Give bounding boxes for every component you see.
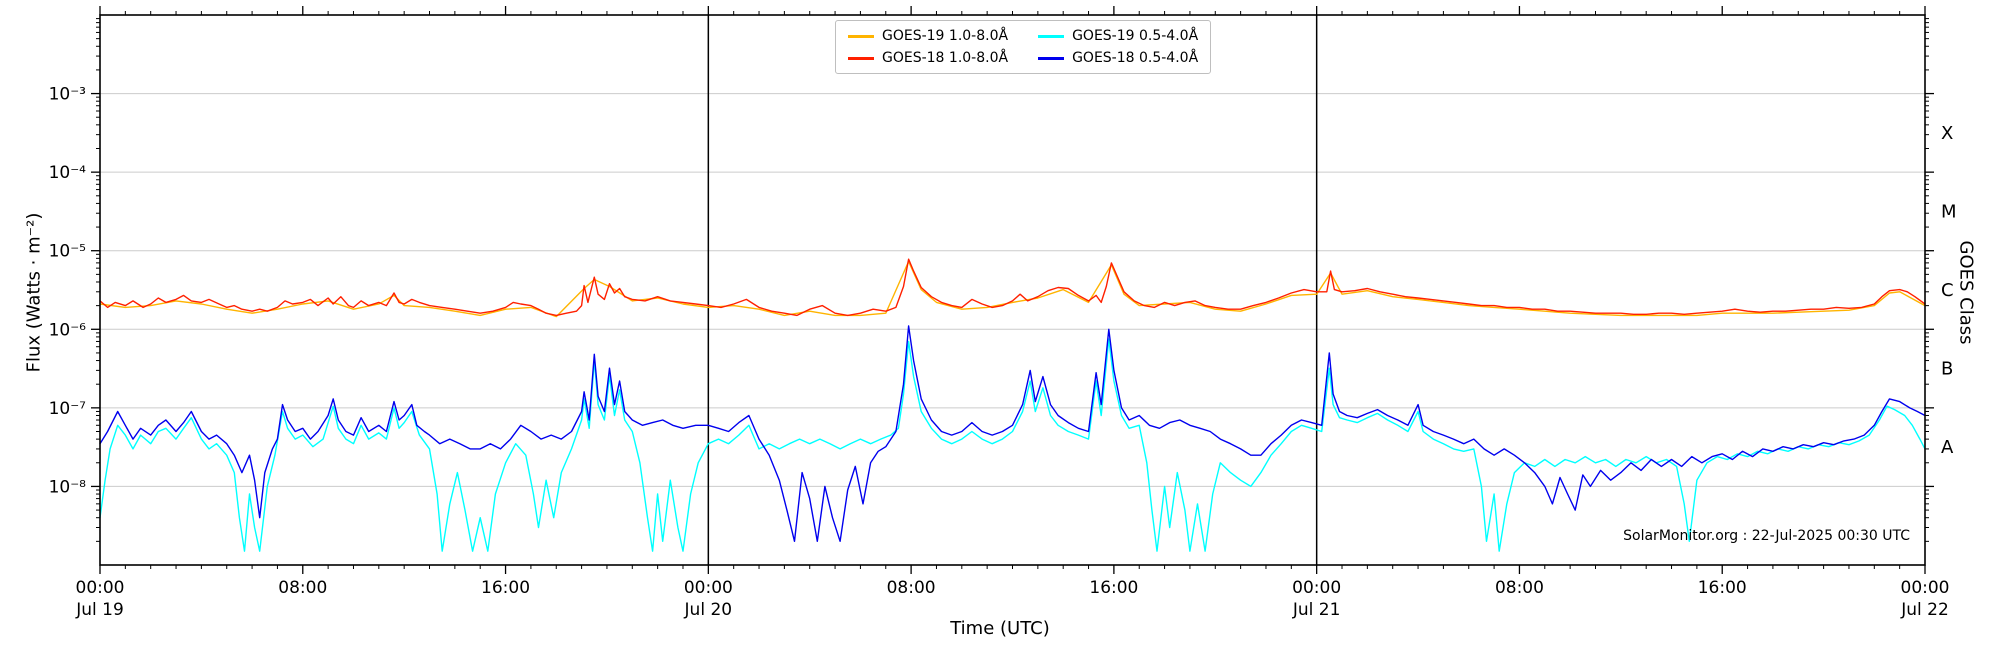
goes-class-letter: X [1941, 123, 1953, 144]
legend-label-goes19-short: GOES-19 0.5-4.0Å [1072, 28, 1199, 44]
legend-swatch-goes18-short-icon [1038, 56, 1065, 60]
x-tick-label: 08:00 [278, 578, 327, 598]
legend-swatch-goes19-short-icon [1038, 34, 1065, 38]
x-tick-label: 00:00 [684, 578, 733, 598]
y-tick-label: 10⁻⁶ [49, 320, 87, 340]
y-tick-label: 10⁻⁴ [49, 163, 87, 183]
goes-class-letter: M [1941, 201, 1957, 222]
solarmonitor-timestamp: SolarMonitor.org : 22-Jul-2025 00:30 UTC [1623, 528, 1910, 544]
legend: GOES-19 1.0-8.0Å GOES-18 1.0-8.0Å GOES-1… [835, 20, 1212, 74]
legend-label-goes19-long: GOES-19 1.0-8.0Å [882, 28, 1009, 44]
series-line-0 [99, 260, 1926, 318]
x-tick-label: 08:00 [1495, 578, 1544, 598]
x-day-label: Jul 21 [1292, 600, 1341, 620]
x-tick-label: 16:00 [1089, 578, 1138, 598]
legend-column-short-channel: GOES-19 0.5-4.0Å GOES-18 0.5-4.0Å [1038, 28, 1198, 66]
x-axis-label: Time (UTC) [950, 618, 1050, 639]
x-tick-label: 00:00 [1901, 578, 1950, 598]
goes-class-axis-label: GOES Class [1955, 240, 1977, 345]
legend-swatch-goes19-long-icon [848, 34, 874, 38]
x-tick-label: 16:00 [1698, 578, 1747, 598]
x-tick-label: 08:00 [887, 578, 936, 598]
x-tick-label: 16:00 [481, 578, 530, 598]
series-line-2 [99, 338, 1926, 552]
y-axis-label: Flux (Watts · m⁻²) [23, 212, 45, 373]
legend-swatch-goes18-long-icon [848, 56, 874, 60]
legend-item-goes18-long: GOES-18 1.0-8.0Å [848, 50, 1008, 66]
x-tick-label: 00:00 [76, 578, 125, 598]
legend-column-long-channel: GOES-19 1.0-8.0Å GOES-18 1.0-8.0Å [848, 28, 1008, 66]
y-tick-label: 10⁻⁸ [49, 477, 87, 497]
y-tick-label: 10⁻³ [49, 85, 86, 105]
legend-item-goes19-short: GOES-19 0.5-4.0Å [1038, 28, 1198, 44]
y-tick-label: 10⁻⁵ [49, 242, 86, 262]
legend-item-goes19-long: GOES-19 1.0-8.0Å [848, 28, 1008, 44]
goes-class-letter: B [1941, 359, 1953, 380]
x-day-label: Jul 19 [75, 600, 124, 620]
y-tick-label: 10⁻⁷ [49, 399, 87, 419]
x-day-label: Jul 22 [1900, 600, 1949, 620]
series-line-1 [99, 258, 1926, 317]
goes-class-letter: A [1941, 437, 1954, 458]
plot-frame [99, 14, 1926, 566]
x-tick-label: 00:00 [1292, 578, 1341, 598]
x-day-label: Jul 20 [684, 600, 733, 620]
legend-item-goes18-short: GOES-18 0.5-4.0Å [1038, 50, 1198, 66]
series-line-3 [99, 325, 1926, 542]
legend-label-goes18-long: GOES-18 1.0-8.0Å [882, 50, 1009, 66]
goes-class-letter: C [1941, 280, 1954, 301]
legend-label-goes18-short: GOES-18 0.5-4.0Å [1072, 50, 1199, 66]
